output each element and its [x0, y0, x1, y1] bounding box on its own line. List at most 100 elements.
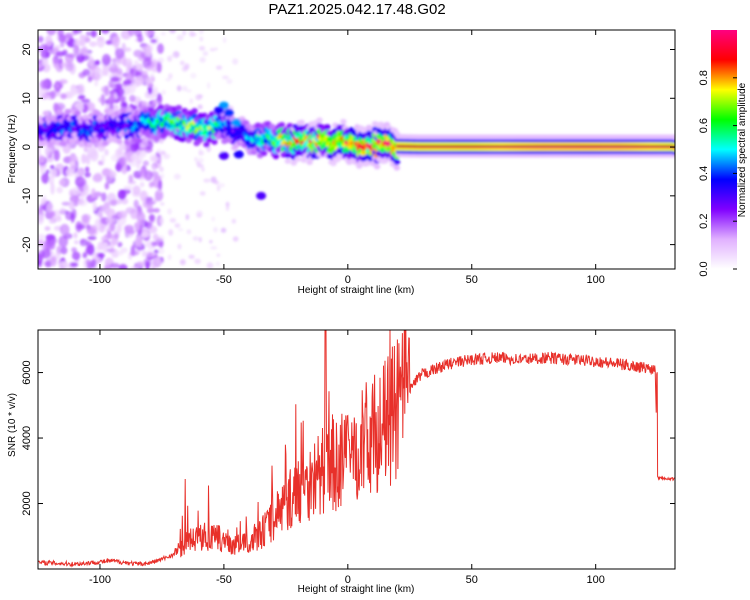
- spectrogram-noise-cell: [38, 146, 41, 157]
- spectrogram-noise-cell: [119, 95, 126, 102]
- spectrogram-noise-cell: [38, 260, 43, 268]
- spectrogram-noise-cell: [148, 30, 156, 35]
- spectrogram-noise-cell: [215, 261, 220, 266]
- spectrogram-noise-cell: [108, 170, 117, 178]
- spectrogram-cell: [290, 160, 297, 166]
- spectrogram-cell: [116, 138, 123, 145]
- spectrogram-noise-cell: [77, 95, 84, 101]
- spectrogram-cell: [223, 108, 234, 117]
- spectrogram-noise-cell: [109, 262, 120, 269]
- spectrogram-noise-cell: [106, 248, 116, 253]
- spectrogram-noise-cell: [210, 176, 217, 184]
- spectrogram-noise-cell: [199, 30, 204, 35]
- spectrogram-cell: [94, 110, 101, 116]
- spectrogram-noise-cell: [139, 181, 145, 188]
- spectrogram-noise-cell: [118, 264, 128, 269]
- spectrogram-noise-cell: [39, 43, 49, 53]
- spectrogram-noise-cell: [78, 83, 85, 96]
- spectrogram-noise-cell: [115, 87, 125, 97]
- spectrogram-noise-cell: [120, 156, 127, 167]
- spectrogram-noise-cell: [92, 201, 97, 211]
- spectrogram-noise-cell: [160, 173, 165, 179]
- spectrogram-noise-cell: [53, 149, 60, 162]
- spectrogram-noise-cell: [49, 168, 57, 179]
- spectrogram-noise-cell: [141, 231, 150, 239]
- spectrogram-noise-cell: [220, 227, 227, 233]
- x-tick-label: -50: [216, 274, 232, 286]
- spectrogram-noise-cell: [86, 152, 91, 164]
- colorbar-tick-label: 0.2: [698, 214, 710, 229]
- x-tick-label: 0: [345, 274, 351, 286]
- spectrogram-noise-cell: [38, 36, 44, 43]
- spectrogram-noise-cell: [125, 83, 136, 94]
- spectrogram-noise-cell: [68, 200, 75, 211]
- spectrogram-noise-cell: [153, 198, 158, 204]
- spectrogram-noise-cell: [59, 42, 65, 48]
- spectrogram-noise-cell: [71, 208, 77, 220]
- spectrogram-cell: [294, 156, 301, 162]
- spectrogram-noise-cell: [213, 227, 218, 233]
- spectrogram-noise-cell: [184, 63, 190, 70]
- spectrogram-noise-cell: [94, 172, 103, 182]
- spectrogram-noise-cell: [73, 30, 83, 35]
- spectrogram-noise-cell: [46, 202, 54, 213]
- spectrogram-noise-cell: [82, 69, 91, 76]
- spectrogram-noise-cell: [169, 218, 177, 223]
- spectrogram-noise-cell: [94, 80, 99, 87]
- spectrogram-noise-cell: [81, 153, 87, 164]
- spectrogram-noise-cell: [40, 198, 46, 206]
- spectrogram-noise-cell: [142, 160, 149, 167]
- spectrogram-noise-cell: [59, 179, 65, 186]
- spectrogram-cell: [157, 104, 165, 110]
- spectrogram-noise-cell: [50, 255, 57, 267]
- spectrogram-noise-cell: [199, 191, 206, 196]
- spectrogram-noise-cell: [214, 47, 218, 51]
- spectrogram-cell: [153, 135, 161, 141]
- spectrogram-cell: [671, 134, 675, 141]
- x-tick-label: 0: [345, 574, 351, 586]
- snr-frame: [37, 329, 676, 570]
- spectrogram-noise-cell: [211, 216, 216, 222]
- spectrogram-noise-cell: [159, 216, 164, 225]
- spectrogram-noise-cell: [71, 251, 81, 261]
- spectrogram-noise-cell: [157, 247, 165, 255]
- spectrogram-noise-cell: [218, 183, 225, 188]
- spectrogram-noise-cell: [145, 250, 154, 258]
- spectrogram-noise-cell: [105, 217, 115, 225]
- spectrogram-noise-cell: [84, 172, 91, 178]
- spectrogram-noise-cell: [41, 59, 47, 66]
- spectrogram-x-label: Height of straight line (km): [298, 285, 415, 296]
- spectrogram-noise-cell: [168, 229, 174, 236]
- spectrogram-noise-cell: [176, 85, 182, 92]
- spectrogram-noise-cell: [153, 208, 160, 213]
- colorbar-ticks: 0.0 0.2 0.4 0.6 0.8: [698, 70, 737, 277]
- spectrogram-noise-cell: [130, 153, 139, 162]
- colorbar-label: Normalized spectral amplitude: [737, 82, 748, 217]
- spectrogram-cell: [231, 118, 242, 127]
- spectrogram-noise-cell: [182, 85, 188, 92]
- spectrogram-noise-cell: [115, 48, 125, 60]
- spectrogram-noise-cell: [125, 229, 136, 235]
- spectrogram-noise-cell: [194, 258, 201, 265]
- spectrogram-cell: [203, 141, 210, 148]
- spectrogram-noise-cell: [179, 258, 186, 266]
- spectrogram-noise-cell: [52, 57, 58, 68]
- spectrogram-noise-cell: [198, 236, 202, 243]
- spectrogram-noise-cell: [201, 167, 205, 172]
- spectrogram-noise-cell: [44, 35, 53, 47]
- spectrogram-noise-cell: [157, 57, 165, 64]
- spectrogram-cell: [211, 139, 218, 145]
- spectrogram-noise-cell: [196, 163, 204, 168]
- spectrogram-noise-cell: [38, 239, 45, 248]
- spectrogram-noise-cell: [50, 182, 55, 195]
- spectrogram-noise-cell: [157, 43, 164, 54]
- spectrogram-noise-cell: [120, 247, 128, 253]
- spectrogram-noise-cell: [102, 65, 109, 76]
- spectrogram-noise-cell: [137, 33, 144, 43]
- spectrogram-noise-cell: [160, 150, 166, 156]
- spectrogram-noise-cell: [104, 264, 112, 269]
- spectrogram-noise-cell: [232, 58, 239, 65]
- spectrogram-noise-cell: [167, 208, 173, 215]
- spectrogram-noise-cell: [56, 186, 63, 194]
- spectrogram-noise-cell: [91, 192, 100, 198]
